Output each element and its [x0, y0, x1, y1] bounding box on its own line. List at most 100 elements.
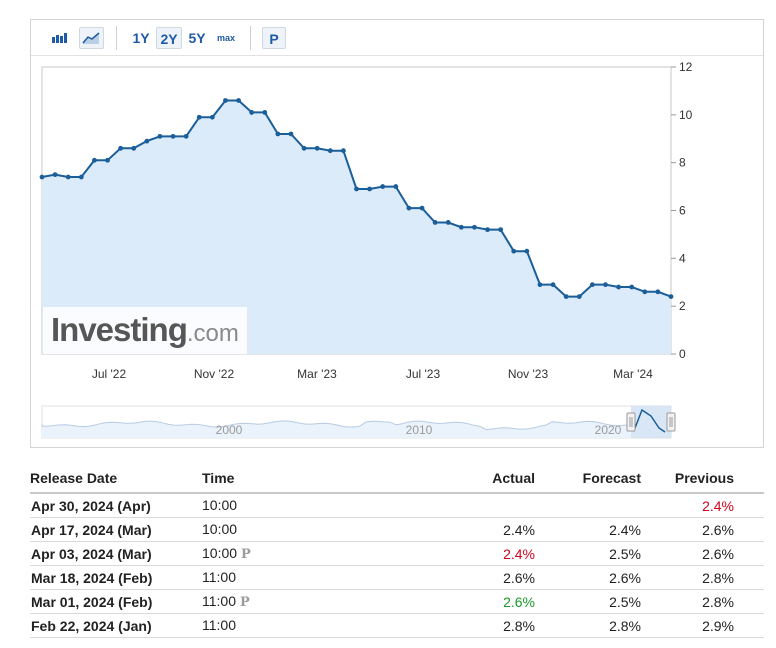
data-point[interactable]	[65, 174, 71, 180]
actual-cell: 2.6%	[322, 589, 535, 614]
range-5y-button[interactable]: 5Y	[188, 30, 206, 46]
data-point[interactable]	[472, 224, 477, 230]
data-point[interactable]	[629, 284, 635, 290]
actual-cell: 2.4%	[322, 517, 535, 542]
data-point[interactable]	[275, 131, 281, 137]
data-point[interactable]	[537, 282, 543, 288]
data-point[interactable]	[354, 186, 359, 192]
column-header-forecast[interactable]: Forecast	[535, 464, 641, 494]
data-point[interactable]	[340, 148, 346, 154]
data-point[interactable]	[576, 294, 582, 299]
data-point[interactable]	[301, 145, 307, 151]
column-header-previous[interactable]: Previous	[641, 464, 764, 494]
data-point[interactable]	[511, 248, 517, 254]
navigator-line	[41, 420, 631, 431]
data-point[interactable]	[314, 145, 320, 151]
table-header-row: Release Date Time Actual Forecast Previo…	[30, 464, 764, 494]
data-point[interactable]	[249, 110, 255, 115]
data-point[interactable]	[327, 148, 333, 154]
data-point[interactable]	[406, 205, 412, 211]
forecast-cell: 2.4%	[535, 517, 641, 542]
actual-cell: 2.8%	[322, 613, 535, 638]
time-value: 11:00	[202, 617, 236, 633]
data-point[interactable]	[668, 294, 674, 299]
data-point[interactable]	[563, 294, 569, 299]
actual-cell: 2.6%	[322, 565, 535, 590]
time-cell: 10:00 P	[202, 541, 322, 566]
data-point[interactable]	[209, 114, 215, 120]
data-point[interactable]	[78, 174, 84, 180]
area-chart-button[interactable]	[79, 27, 104, 49]
range-navigator[interactable]: 2000 2010 2020	[41, 405, 676, 439]
time-cell: 11:00	[202, 565, 322, 590]
release-history-table: Release Date Time Actual Forecast Previo…	[30, 464, 764, 638]
y-tick-label: 0	[679, 347, 686, 361]
data-point[interactable]	[589, 282, 595, 288]
range-max-button[interactable]: max	[216, 33, 235, 43]
data-point[interactable]	[105, 157, 110, 163]
x-tick-label: Nov '22	[194, 367, 235, 381]
time-cell: 11:00	[202, 613, 322, 638]
forecast-cell: 2.5%	[535, 541, 641, 566]
data-point[interactable]	[183, 133, 189, 139]
chart-widget: 1Y 2Y 5Y max P 12 10 8 6 4 2 0 Jul '22 Nov '22 M…	[30, 19, 764, 448]
navigator-handle[interactable]	[626, 412, 636, 432]
data-point[interactable]	[92, 157, 97, 163]
x-axis: Jul '22 Nov '22 Mar '23 Jul '23 Nov '23 Mar '…	[92, 367, 653, 381]
data-point[interactable]	[419, 205, 425, 211]
data-point[interactable]	[655, 289, 661, 295]
data-point[interactable]	[458, 224, 464, 230]
data-point[interactable]	[170, 133, 176, 139]
data-point[interactable]	[118, 145, 124, 151]
time-value: 10:00	[202, 521, 238, 537]
data-point[interactable]	[603, 282, 608, 288]
range-1y-button[interactable]: 1Y	[132, 30, 150, 46]
range-2y-button[interactable]: 2Y	[156, 27, 182, 49]
y-tick-label: 8	[679, 156, 686, 170]
release-date-cell: Apr 03, 2024 (Mar)	[30, 541, 202, 566]
bar-chart-button[interactable]	[47, 27, 71, 49]
release-date-cell: Apr 17, 2024 (Mar)	[30, 517, 202, 542]
data-point[interactable]	[39, 174, 45, 180]
data-point[interactable]	[367, 186, 373, 192]
data-point[interactable]	[642, 289, 648, 295]
data-point[interactable]	[393, 184, 399, 189]
navigator-handle[interactable]	[666, 412, 676, 432]
release-date-cell: Apr 30, 2024 (Apr)	[30, 493, 202, 518]
data-point[interactable]	[288, 131, 294, 137]
data-point[interactable]	[236, 98, 241, 103]
data-point[interactable]	[52, 172, 58, 178]
time-cell: 11:00 P	[202, 589, 322, 614]
data-point[interactable]	[262, 110, 268, 115]
time-cell: 10:00	[202, 517, 322, 542]
forecast-cell: 2.6%	[535, 565, 641, 590]
data-point[interactable]	[616, 284, 621, 290]
chart-toolbar: 1Y 2Y 5Y max P	[31, 20, 763, 56]
data-point[interactable]	[498, 227, 504, 233]
data-point[interactable]	[144, 138, 150, 144]
data-point[interactable]	[196, 114, 202, 120]
data-point[interactable]	[524, 248, 530, 254]
data-point[interactable]	[223, 98, 228, 103]
x-tick-label: Jul '22	[92, 367, 127, 381]
data-point[interactable]	[380, 184, 386, 189]
bar-chart-icon	[52, 33, 67, 43]
time-value: 11:00	[202, 569, 236, 585]
column-header-actual[interactable]: Actual	[322, 464, 535, 494]
previous-cell: 2.4%	[641, 493, 764, 518]
data-point[interactable]	[485, 227, 490, 233]
data-point[interactable]	[445, 220, 451, 225]
previous-cell: 2.6%	[641, 541, 764, 566]
chart-area: 12 10 8 6 4 2 0 Jul '22 Nov '22 Mar '23 Jul '23 No…	[39, 60, 693, 439]
data-point[interactable]	[432, 220, 438, 225]
data-point[interactable]	[157, 133, 163, 139]
column-header-time[interactable]: Time	[202, 464, 322, 494]
column-header-release-date[interactable]: Release Date	[30, 464, 202, 494]
previous-cell: 2.9%	[641, 613, 764, 638]
navigator-year-label: 2000	[216, 423, 243, 437]
data-point[interactable]	[131, 145, 137, 151]
preliminary-toggle-button[interactable]: P	[262, 27, 286, 49]
table-row: Mar 18, 2024 (Feb) 11:00 2.6% 2.6% 2.8%	[30, 565, 764, 590]
data-point[interactable]	[550, 282, 556, 288]
navigator-year-label: 2020	[595, 423, 622, 437]
